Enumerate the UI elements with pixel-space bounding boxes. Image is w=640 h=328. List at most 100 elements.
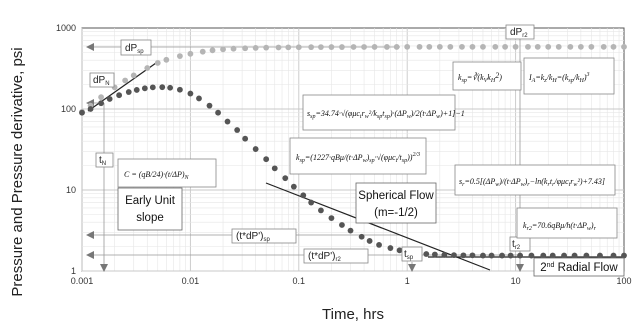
pressure-point xyxy=(263,44,270,51)
label-tdPsp: (t*dP')sp xyxy=(236,231,270,243)
derivative-point xyxy=(376,242,382,248)
eq-wellbore-storage-text: C = (qB/24)·(t/ΔP)N xyxy=(124,170,190,181)
derivative-point xyxy=(583,252,590,259)
pressure-point xyxy=(350,44,357,50)
derivative-point xyxy=(79,109,85,116)
derivative-point xyxy=(224,118,231,125)
pressure-point xyxy=(577,43,584,50)
pressure-point xyxy=(492,43,499,50)
spherical-box xyxy=(355,182,437,224)
pressure-point xyxy=(384,44,390,50)
label-dPsp: dPsp xyxy=(125,43,144,55)
point-labels: dPsp dPr2 dPN tN (t*dP')sp (t*dP')r2 tsp… xyxy=(89,24,535,264)
derivative-point xyxy=(206,102,213,109)
pressure-point xyxy=(588,43,595,50)
pressure-point xyxy=(371,44,378,50)
derivative-point xyxy=(106,96,113,102)
pressure-point xyxy=(502,43,508,50)
derivative-point xyxy=(571,252,578,259)
x-tick-label: 1 xyxy=(405,276,410,286)
derivative-point xyxy=(597,252,603,259)
regime-labels: Early Unit slope Spherical Flow (m=-1/2)… xyxy=(117,182,625,277)
pressure-point xyxy=(393,44,400,50)
derivative-point xyxy=(549,252,556,259)
derivative-point xyxy=(469,252,476,259)
derivative-point xyxy=(387,245,394,251)
pressure-point xyxy=(525,43,531,50)
derivative-point xyxy=(300,192,307,199)
pressure-point xyxy=(98,94,104,101)
pressure-point xyxy=(480,43,486,50)
early-unit-line2: slope xyxy=(136,212,164,224)
pressure-point xyxy=(308,44,315,51)
derivative-point xyxy=(480,252,486,259)
derivative-point xyxy=(215,109,221,116)
pressure-point xyxy=(469,43,476,50)
pressure-point xyxy=(328,44,335,50)
derivative-point xyxy=(451,252,457,259)
tick-labels: 0.001 0.01 0.1 1 10 100 1 10 100 1000 xyxy=(56,23,632,286)
pressure-point xyxy=(230,45,237,52)
derivative-point xyxy=(242,135,249,142)
arrow-down-tN xyxy=(100,264,108,272)
derivative-point xyxy=(621,252,627,259)
guide-arrows xyxy=(86,43,524,272)
label-box-tsp xyxy=(401,246,423,262)
derivative-point xyxy=(339,222,345,228)
pressure-point xyxy=(209,47,216,54)
derivative-point xyxy=(431,251,438,258)
pressure-point xyxy=(144,65,151,71)
pressure-point xyxy=(534,43,541,50)
pressure-point xyxy=(242,45,249,52)
eq-skin-spherical-text: ssp=34.74·√(φμctrw²/ksptsp)·(ΔPw)/2(t·ΔP… xyxy=(307,109,465,120)
derivative-point xyxy=(196,95,202,102)
derivative-point xyxy=(499,252,505,259)
derivative-point xyxy=(87,106,94,112)
y-tick-label: 10 xyxy=(66,185,76,195)
eq-anisotropy-text: IA=kz/kH=(ksp/kH)3 xyxy=(528,72,590,84)
eq-k-spherical xyxy=(289,137,427,175)
derivative-point xyxy=(149,84,156,91)
eq-k-radial-text: kr2=70.6qBμ/h(t·ΔPw)r xyxy=(523,221,597,232)
x-tick-label: 10 xyxy=(511,276,521,286)
pressure-point xyxy=(295,44,302,51)
derivative-point xyxy=(423,251,430,257)
radial-box xyxy=(533,257,625,277)
derivative-point xyxy=(282,175,289,182)
equation-boxes: C = (qB/24)·(t/ΔP)N ssp=34.74·√(φμctrw²/… xyxy=(117,57,618,239)
derivative-point xyxy=(460,252,467,259)
pressure-point xyxy=(163,56,170,63)
derivative-point xyxy=(271,165,278,172)
pressure-point xyxy=(404,43,411,50)
eq-wellbore-storage xyxy=(117,158,217,188)
pressure-point xyxy=(130,72,137,79)
early-unit-box xyxy=(117,187,183,231)
pressure-point xyxy=(122,77,129,84)
derivative-point xyxy=(610,252,617,259)
derivative-point xyxy=(517,252,523,259)
derivative-point xyxy=(98,100,104,107)
label-box-dPsp xyxy=(120,39,152,56)
derivative-point xyxy=(396,247,403,254)
y-axis-title: Pressure and Pressure derivative, psi xyxy=(9,47,26,296)
pressure-point xyxy=(512,43,519,50)
series-pressure xyxy=(79,43,627,115)
pressure-point xyxy=(275,44,282,51)
pressure-point xyxy=(416,43,423,50)
label-dPN: dPN xyxy=(93,75,110,87)
arrow-down-tsp xyxy=(408,264,416,272)
derivative-point xyxy=(133,87,140,93)
pressure-point xyxy=(621,43,627,50)
derivative-point xyxy=(252,146,259,152)
derivative-point xyxy=(540,252,547,259)
x-tick-label: 0.001 xyxy=(71,276,94,286)
pressure-point xyxy=(339,44,345,50)
derivative-point xyxy=(234,127,241,133)
label-box-dPr2 xyxy=(505,24,535,40)
derivative-point xyxy=(528,252,535,259)
derivative-point xyxy=(159,84,166,91)
derivative-point xyxy=(561,252,567,259)
y-tick-label: 1 xyxy=(71,266,76,276)
y-tick-label: 1000 xyxy=(56,23,76,33)
